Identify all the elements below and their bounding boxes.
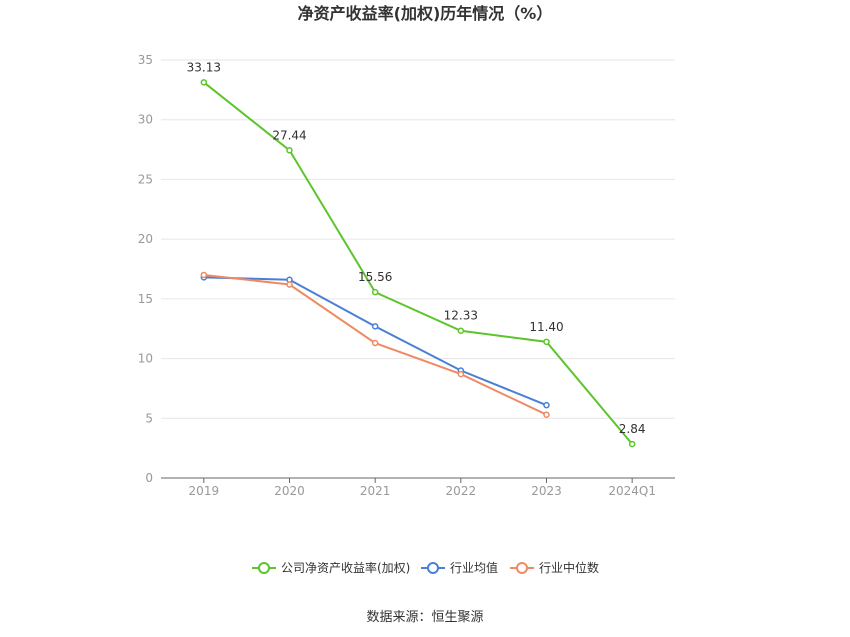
data-point[interactable] (371, 339, 379, 347)
y-tick-label: 0 (145, 471, 153, 485)
data-point[interactable] (371, 288, 379, 296)
legend-marker (427, 562, 439, 574)
data-label: 27.44 (272, 128, 306, 142)
data-label: 2.84 (619, 422, 646, 436)
data-point[interactable] (371, 323, 379, 330)
x-tick-label: 2024Q1 (608, 484, 656, 498)
legend-label: 公司净资产收益率(加权) (281, 560, 410, 575)
series-3 (200, 271, 550, 418)
legend-label: 行业均值 (450, 560, 498, 575)
series-line (203, 81, 633, 445)
data-label: 15.56 (358, 270, 392, 284)
data-point[interactable] (286, 147, 293, 154)
data-source: 数据来源：恒生聚源 (366, 610, 483, 625)
data-point[interactable] (457, 327, 465, 334)
y-tick-label: 25 (138, 172, 153, 186)
x-tick-label: 2021 (360, 484, 391, 498)
data-label: 12.33 (444, 309, 478, 323)
chart-title: 净资产收益率(加权)历年情况（%） (298, 4, 553, 23)
data-label: 33.13 (187, 60, 221, 74)
data-point[interactable] (457, 370, 465, 378)
y-tick-label: 10 (138, 352, 153, 366)
data-point[interactable] (286, 281, 293, 288)
data-point[interactable] (543, 401, 550, 409)
legend-item[interactable]: 行业均值 (421, 560, 498, 575)
y-tick-label: 35 (138, 53, 153, 67)
legend-marker (258, 562, 270, 574)
x-tick-label: 2022 (446, 484, 477, 498)
series-group: 33.13 27.44 15.56 12.33 11.40 2.84 (187, 60, 646, 448)
legend-marker (516, 562, 528, 574)
y-tick-label: 5 (145, 411, 153, 425)
x-tick-label: 2023 (531, 484, 562, 498)
legend: 公司净资产收益率(加权) 行业均值 行业中位数 (252, 560, 599, 575)
legend-item[interactable]: 行业中位数 (510, 560, 599, 575)
legend-item[interactable]: 公司净资产收益率(加权) (252, 560, 410, 575)
data-point[interactable] (543, 411, 550, 418)
data-point[interactable] (200, 79, 208, 86)
y-tick-label: 20 (138, 232, 153, 246)
series-1: 33.13 27.44 15.56 12.33 11.40 2.84 (187, 60, 646, 448)
x-tick-label: 2019 (189, 484, 220, 498)
x-axis: 2019 2020 2021 2022 2023 2024Q1 (189, 478, 656, 498)
y-tick-label: 15 (138, 292, 153, 306)
data-label: 11.40 (529, 320, 563, 334)
legend-label: 行业中位数 (539, 560, 599, 575)
data-point[interactable] (543, 338, 550, 346)
data-point[interactable] (628, 440, 636, 448)
data-point[interactable] (200, 271, 208, 279)
x-tick-label: 2020 (274, 484, 305, 498)
y-axis: 0 5 10 15 20 25 30 35 (138, 53, 153, 485)
gridlines (161, 59, 675, 419)
y-tick-label: 30 (138, 113, 153, 127)
